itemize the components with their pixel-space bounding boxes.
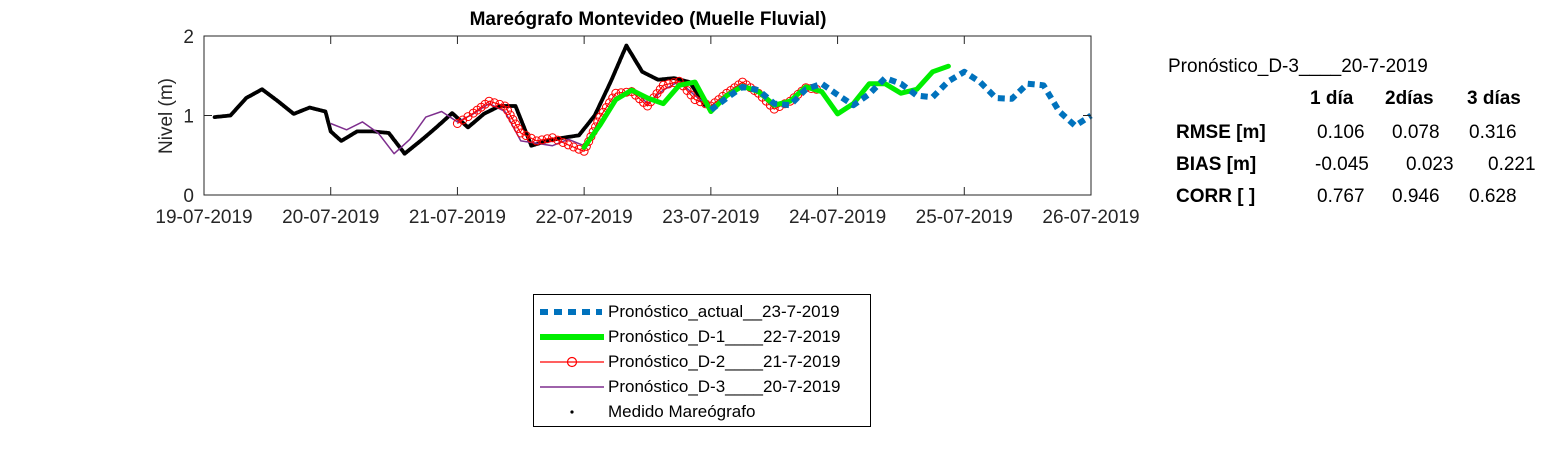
x-tick-label: 21-07-2019 — [409, 207, 506, 228]
series-medido — [212, 43, 707, 156]
x-tick-label: 24-07-2019 — [789, 207, 886, 228]
d2-marker — [542, 134, 552, 144]
d2-marker — [569, 142, 579, 152]
d2-marker — [553, 135, 563, 145]
stats-cell: 0.767 — [1317, 186, 1365, 207]
legend-item-pronostico-d3: Pronóstico_D-3____20-7-2019 — [534, 375, 870, 399]
legend-item-pronostico-actual: Pronóstico_actual__23-7-2019 — [534, 300, 870, 324]
d2-marker — [508, 115, 518, 124]
plot-series — [212, 43, 1093, 156]
x-tick-label: 23-07-2019 — [662, 207, 759, 228]
d2-marker — [516, 128, 526, 138]
stats-title: Pronóstico_D-3____20-7-2019 — [1168, 56, 1428, 77]
d2-marker — [511, 119, 520, 129]
y-tick-label: 1 — [183, 107, 194, 128]
stats-col-3-header: 3 días — [1467, 88, 1521, 109]
d2-marker — [537, 135, 547, 145]
stats-col-1-header: 1 día — [1310, 88, 1354, 109]
legend: Pronóstico_actual__23-7-2019 Pronóstico_… — [533, 294, 871, 427]
stats-row-label: BIAS [m] — [1176, 154, 1257, 175]
stats-cell: -0.045 — [1315, 154, 1369, 175]
chart-title: Mareógrafo Montevideo (Muelle Fluvial) — [470, 9, 827, 30]
legend-label: Pronóstico_D-1____22-7-2019 — [608, 327, 841, 346]
d2-marker — [669, 78, 679, 88]
stats-col-2-header: 2días — [1385, 88, 1434, 109]
series-actual-line — [709, 68, 1093, 129]
plot-area-frame — [203, 35, 1092, 196]
stats-cell: 0.221 — [1488, 154, 1536, 175]
legend-label: Pronóstico_D-2____21-7-2019 — [608, 352, 841, 371]
legend-label: Pronóstico_actual__23-7-2019 — [608, 302, 840, 321]
d2-marker — [505, 110, 515, 120]
legend-label: Medido Mareógrafo — [608, 402, 756, 421]
legend-item-medido: Medido Mareógrafo — [534, 400, 870, 424]
stats-row-label: RMSE [m] — [1176, 122, 1266, 143]
d2-marker — [664, 79, 674, 89]
d2-marker — [495, 99, 505, 109]
d2-marker — [690, 95, 700, 105]
legend-swatch — [540, 356, 604, 368]
legend-swatch — [540, 386, 604, 388]
d2-marker — [484, 96, 494, 106]
legend-swatch — [540, 309, 602, 315]
stats-row-label: CORR [ ] — [1176, 186, 1256, 207]
y-tick-label: 2 — [183, 27, 194, 48]
d2-marker — [563, 140, 573, 150]
legend-label: Pronóstico_D-3____20-7-2019 — [608, 377, 841, 396]
stats-cell: 0.316 — [1469, 122, 1517, 143]
stats-cell: 0.946 — [1392, 186, 1440, 207]
legend-swatch — [570, 410, 574, 414]
d2-marker — [532, 136, 542, 146]
d2-marker — [521, 131, 531, 141]
legend-item-pronostico-d1: Pronóstico_D-1____22-7-2019 — [534, 325, 870, 349]
legend-swatch — [540, 334, 604, 340]
d2-marker — [503, 106, 513, 115]
legend-item-pronostico-d2: Pronóstico_D-2____21-7-2019 — [534, 350, 870, 374]
d2-marker — [500, 101, 510, 111]
d2-marker — [658, 80, 668, 90]
d2-marker — [558, 138, 568, 147]
d2-marker — [489, 98, 499, 108]
stats-cell: 0.078 — [1392, 122, 1440, 143]
y-tick-label: 0 — [183, 186, 194, 207]
d2-marker — [548, 133, 557, 143]
x-tick-label: 19-07-2019 — [155, 207, 252, 228]
stats-cell: 0.023 — [1406, 154, 1454, 175]
axis-ticks: 19-07-2019 20-07-2019 21-07-2019 22-07-2019… — [155, 27, 1139, 228]
x-tick-label: 25-07-2019 — [916, 207, 1013, 228]
x-tick-label: 26-07-2019 — [1042, 207, 1139, 228]
y-axis-label: Nivel (m) — [156, 78, 177, 154]
x-tick-label: 22-07-2019 — [536, 207, 633, 228]
d2-marker — [513, 124, 523, 133]
x-tick-label: 20-07-2019 — [282, 207, 379, 228]
stats-cell: 0.106 — [1317, 122, 1365, 143]
d2-marker — [526, 133, 536, 143]
stats-cell: 0.628 — [1469, 186, 1517, 207]
